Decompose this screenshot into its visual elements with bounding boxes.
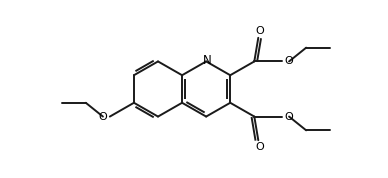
Text: O: O xyxy=(285,112,293,122)
Text: O: O xyxy=(255,142,264,152)
Text: O: O xyxy=(99,112,107,122)
Text: N: N xyxy=(203,54,211,67)
Text: O: O xyxy=(255,26,264,36)
Text: O: O xyxy=(285,56,293,66)
